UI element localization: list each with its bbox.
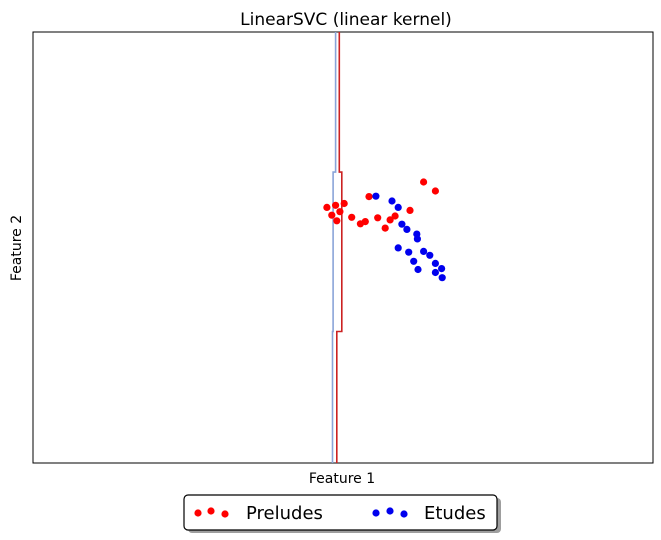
legend-preludes-dot: [194, 509, 202, 517]
preludes-point: [340, 199, 348, 208]
plot-area: [32, 31, 654, 464]
preludes-point: [323, 203, 331, 211]
preludes-point: [391, 212, 399, 220]
boundary-line-red: [335, 32, 343, 463]
legend-marker-etudes: [372, 507, 408, 518]
etudes-point: [394, 203, 402, 211]
legend-etudes-dot: [400, 510, 408, 518]
etudes-point: [431, 268, 439, 277]
preludes-point: [333, 217, 341, 225]
boundary-line-blue: [331, 32, 337, 463]
preludes-point: [386, 216, 394, 224]
etudes-point: [410, 257, 418, 265]
data-points: [323, 178, 446, 282]
etudes-point: [426, 251, 434, 259]
etudes-point: [438, 265, 446, 273]
preludes-point: [406, 206, 414, 214]
etudes-point: [438, 274, 446, 282]
etudes-point: [388, 197, 396, 205]
preludes-point: [431, 187, 439, 195]
preludes-point: [348, 213, 356, 221]
legend-preludes-dot: [221, 510, 229, 518]
legend-label-etudes: Etudes: [424, 503, 486, 524]
etudes-point: [431, 259, 439, 267]
legend-preludes-dot: [207, 507, 215, 515]
legend: Preludes Etudes: [183, 494, 501, 533]
etudes-point: [394, 244, 402, 252]
preludes-point: [365, 193, 373, 201]
etudes-point: [414, 265, 422, 274]
chart-title: LinearSVC (linear kernel): [240, 10, 452, 30]
etudes-point: [372, 192, 380, 200]
preludes-point: [361, 218, 369, 226]
y-axis-label: Feature 2: [9, 215, 25, 281]
etudes-point: [420, 247, 428, 255]
legend-label-preludes: Preludes: [246, 503, 323, 524]
preludes-point: [328, 211, 336, 219]
etudes-point: [403, 225, 411, 233]
etudes-point: [398, 220, 406, 228]
decision-boundary: [331, 32, 343, 463]
preludes-point: [381, 224, 389, 232]
legend-etudes-dot: [386, 507, 394, 515]
legend-box: [183, 494, 498, 531]
legend-marker-preludes: [194, 507, 229, 518]
x-axis-label: Feature 1: [309, 471, 375, 487]
preludes-point: [332, 201, 340, 209]
preludes-point: [374, 214, 382, 222]
preludes-point: [336, 208, 344, 216]
etudes-point: [413, 235, 421, 243]
preludes-point: [420, 178, 428, 186]
legend-etudes-dot: [372, 509, 380, 517]
etudes-point: [405, 248, 413, 256]
